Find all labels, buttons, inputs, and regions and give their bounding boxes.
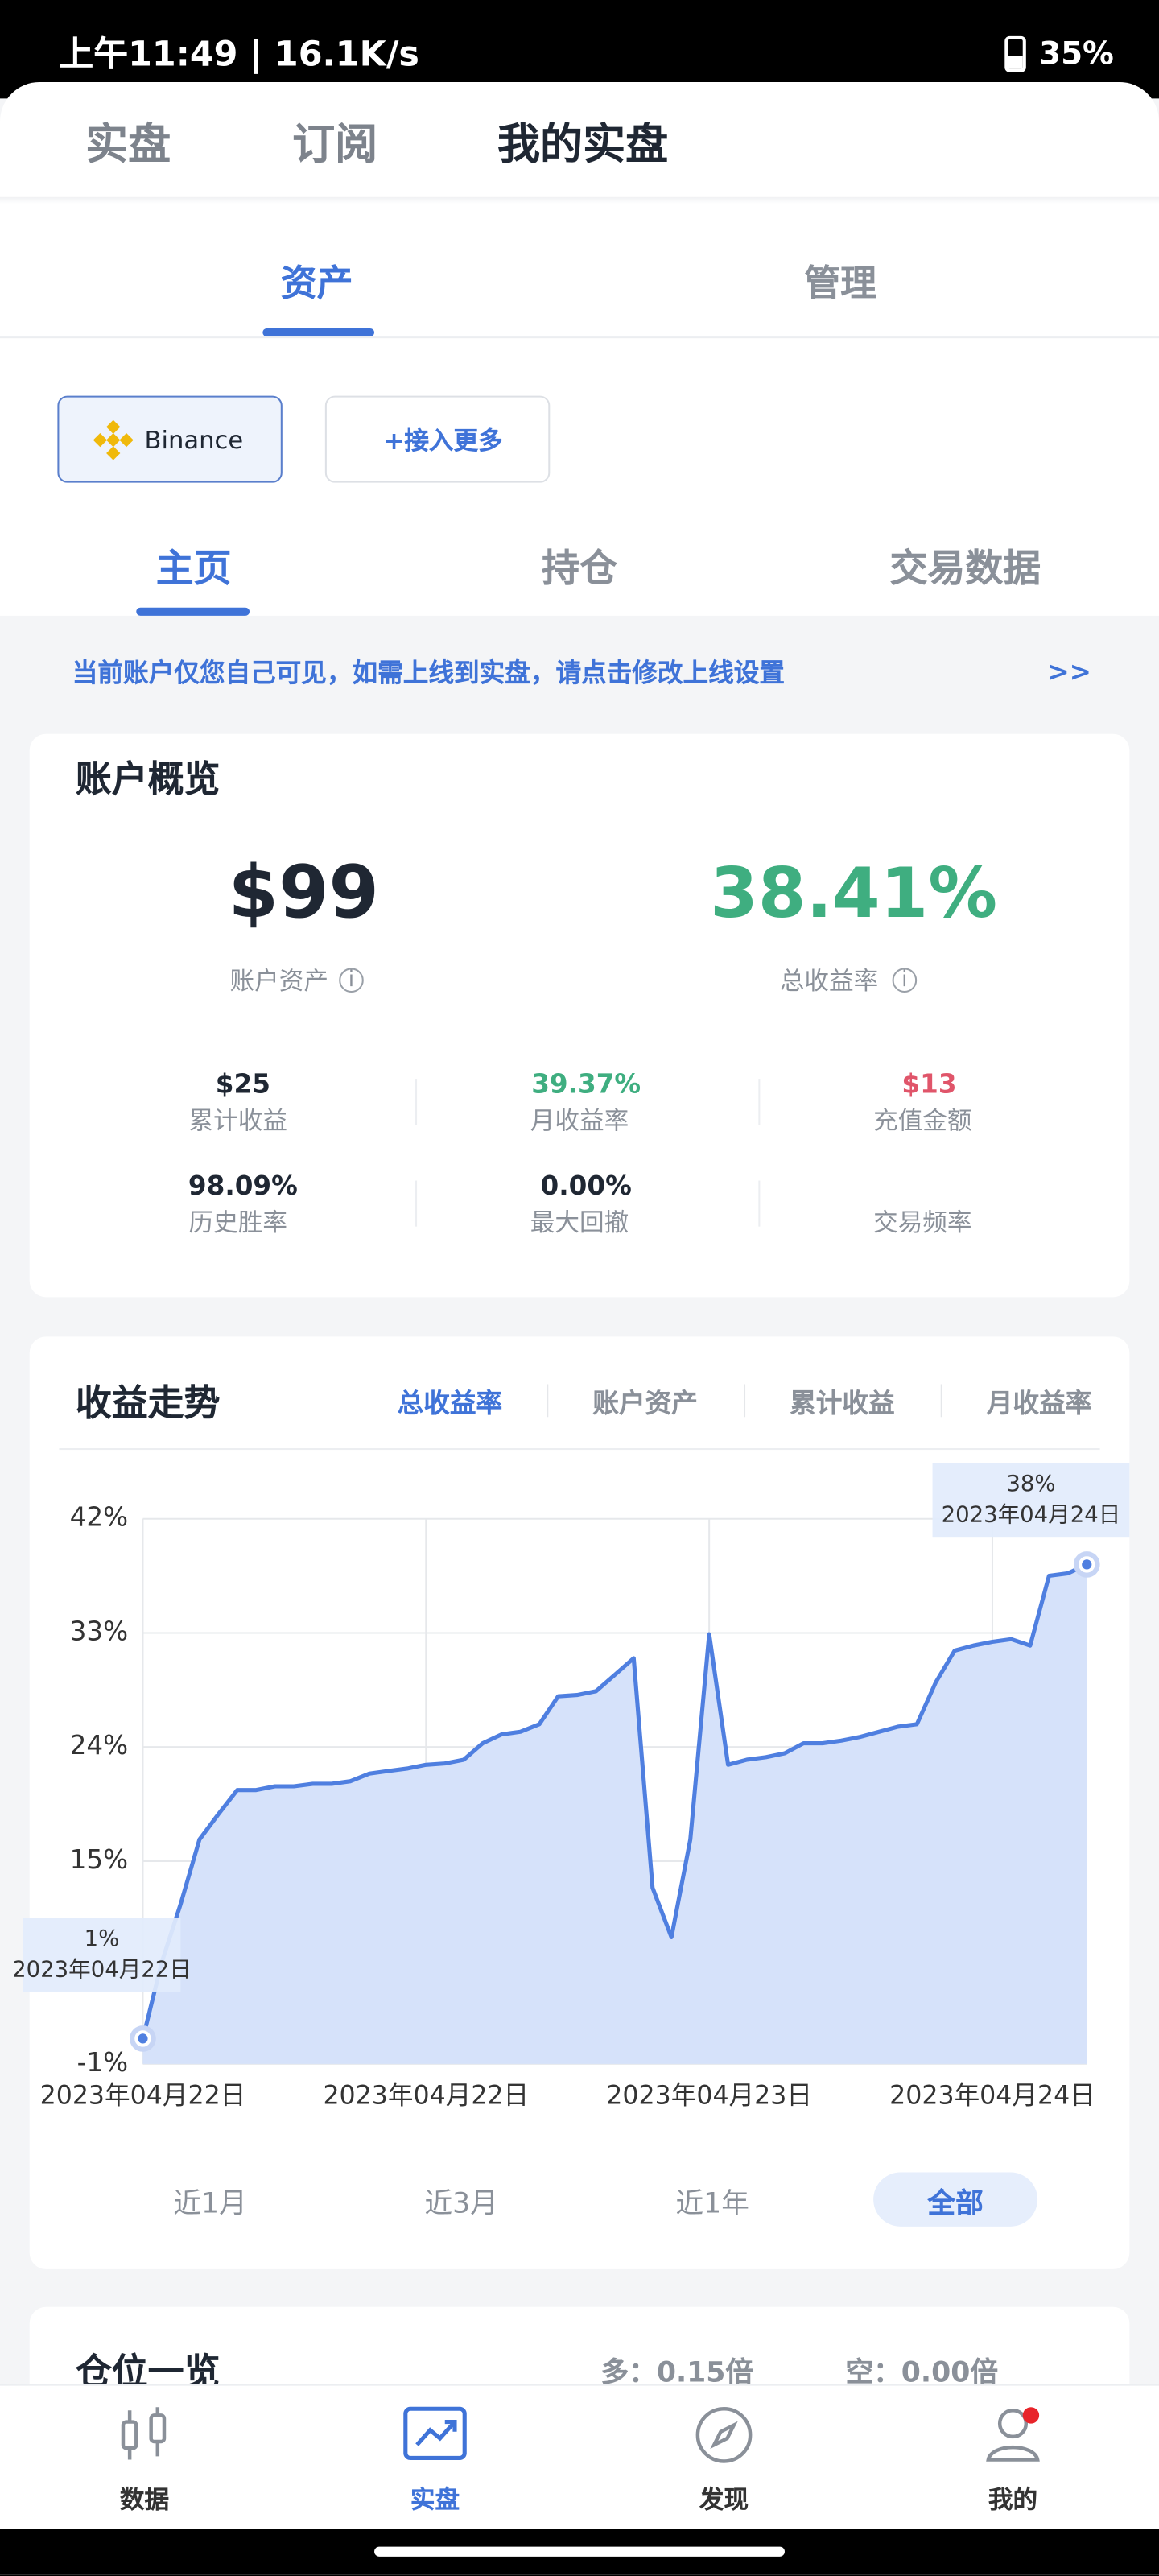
nav-label-active[interactable]: 实盘 [410, 2485, 460, 2515]
card-title: 账户概览 [75, 760, 221, 802]
range-tab-active[interactable]: 全部 [927, 2187, 984, 2221]
range-tab[interactable]: 近1月 [173, 2187, 247, 2221]
stat-value: 39.37% [531, 1067, 641, 1100]
x-tick-label: 2023年04月23日 [606, 2082, 812, 2111]
line [140, 1563, 1088, 2040]
nav-label[interactable]: 发现 [699, 2485, 749, 2515]
nav-label[interactable]: 数据 [119, 2485, 170, 2515]
info-icon[interactable]: i [892, 968, 918, 993]
exchange-name: Binance [144, 425, 244, 455]
battery-icon [1004, 35, 1026, 72]
nav-icon-me [986, 2407, 1040, 2462]
divider [758, 1079, 761, 1125]
asset-label: 账户资产 [229, 966, 328, 997]
x-tick-label: 2023年04月24日 [889, 2082, 1095, 2111]
metric-tab[interactable]: 累计收益 [790, 1387, 895, 1419]
divider [0, 196, 1159, 204]
status-battery: 35% [1039, 35, 1114, 72]
header-panel [0, 81, 1159, 616]
y-tick-label: 33% [70, 1616, 129, 1646]
y-tick-label: 24% [70, 1730, 129, 1761]
x-tick-label: 2023年04月22日 [323, 2082, 529, 2111]
stat-value: 98.09% [188, 1170, 298, 1202]
divider [59, 1448, 1100, 1451]
point-marker-core [138, 2033, 148, 2044]
tooltip-date: 2023年04月24日 [942, 1502, 1121, 1528]
home-indicator[interactable] [374, 2546, 785, 2557]
nav-label[interactable]: 我的 [988, 2485, 1038, 2515]
range-tab[interactable]: 近1年 [675, 2187, 749, 2221]
stat-label: 历史胜率 [188, 1208, 287, 1237]
tooltip-box [23, 1918, 181, 1992]
add-exchange-button[interactable] [324, 395, 551, 483]
info-icon[interactable]: i [339, 968, 364, 993]
tooltip-box [932, 1463, 1130, 1538]
status-time: 上午11:49 | 16.1K/s [59, 34, 419, 74]
divider [743, 1384, 746, 1418]
tooltip-date: 2023年04月22日 [12, 1957, 192, 1983]
add-exchange-label: +接入更多 [383, 426, 503, 456]
area [142, 1564, 1087, 2064]
top-tab[interactable]: 实盘 [85, 120, 171, 171]
section-tab-active[interactable]: 主页 [155, 548, 232, 592]
point-marker-core [1082, 1559, 1092, 1570]
divider [415, 1079, 418, 1125]
sub-tab[interactable]: 管理 [804, 264, 877, 306]
chart-title: 收益走势 [75, 1384, 221, 1426]
stat-label: 最大回撤 [530, 1208, 629, 1237]
section-tab[interactable]: 交易数据 [889, 548, 1041, 592]
return-value: 38.41% [710, 852, 998, 934]
tab-underline [136, 607, 250, 616]
tooltip-value: 1% [85, 1926, 120, 1951]
stat-value: 0.00% [540, 1170, 632, 1202]
stat-value: $25 [215, 1067, 270, 1100]
stat-label: 月收益率 [530, 1105, 629, 1136]
range-tab[interactable]: 近3月 [424, 2187, 498, 2221]
y-tick-label: 42% [70, 1502, 129, 1533]
notice-link[interactable]: >> [1047, 655, 1092, 687]
asset-value: $99 [228, 851, 380, 935]
return-label: 总收益率 [779, 966, 879, 997]
y-tick-label: 15% [70, 1844, 129, 1875]
divider [0, 336, 1159, 339]
top-tab-active[interactable]: 我的实盘 [497, 120, 669, 171]
y-tick-label: -1% [77, 2047, 129, 2078]
metric-tab[interactable]: 账户资产 [592, 1387, 698, 1419]
divider [758, 1180, 761, 1227]
section-tab[interactable]: 持仓 [542, 548, 617, 592]
notice-text: 当前账户仅您自己可见，如需上线到实盘，请点击修改上线设置 [72, 658, 786, 688]
divider [547, 1384, 549, 1418]
nav-icon-data [121, 2407, 167, 2460]
stat-label: 交易频率 [873, 1208, 972, 1237]
tooltip-value: 38% [1006, 1471, 1055, 1496]
overview-card [29, 733, 1130, 1298]
binance-icon [93, 420, 134, 460]
stat-value: $13 [901, 1067, 957, 1100]
stat-label: 充值金额 [873, 1105, 972, 1136]
tab-underline [262, 328, 375, 337]
metric-tab[interactable]: 月收益率 [986, 1387, 1092, 1419]
nav-icon-discover [695, 2406, 753, 2463]
range-pill [873, 2172, 1038, 2227]
stat-label: 累计收益 [188, 1105, 287, 1136]
top-tab[interactable]: 订阅 [292, 120, 378, 171]
bottom-nav [0, 2384, 1159, 2531]
divider [415, 1180, 418, 1227]
sub-tab-active[interactable]: 资产 [280, 264, 353, 306]
metric-tab-active[interactable]: 总收益率 [397, 1387, 503, 1419]
nav-icon-live [403, 2406, 467, 2460]
divider [940, 1384, 942, 1418]
x-tick-label: 2023年04月22日 [40, 2082, 246, 2111]
